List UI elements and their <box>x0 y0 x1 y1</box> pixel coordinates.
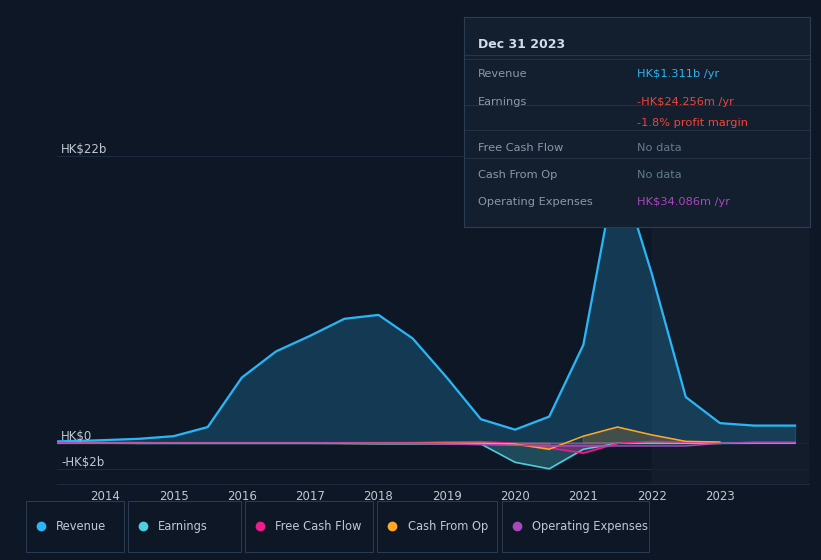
Text: Earnings: Earnings <box>478 97 527 106</box>
Text: HK$34.086m /yr: HK$34.086m /yr <box>637 198 730 207</box>
Text: Cash From Op: Cash From Op <box>478 170 557 180</box>
Text: HK$1.311b /yr: HK$1.311b /yr <box>637 69 719 80</box>
Text: Revenue: Revenue <box>57 520 107 533</box>
Text: Revenue: Revenue <box>478 69 527 80</box>
Text: Free Cash Flow: Free Cash Flow <box>275 520 362 533</box>
Text: Cash From Op: Cash From Op <box>407 520 488 533</box>
Text: -HK$2b: -HK$2b <box>61 456 104 469</box>
Text: Free Cash Flow: Free Cash Flow <box>478 143 563 153</box>
Text: Operating Expenses: Operating Expenses <box>532 520 649 533</box>
Text: -HK$24.256m /yr: -HK$24.256m /yr <box>637 97 734 106</box>
Text: Operating Expenses: Operating Expenses <box>478 198 593 207</box>
Text: HK$0: HK$0 <box>61 430 92 442</box>
Bar <box>652 123 809 484</box>
Text: -1.8% profit margin: -1.8% profit margin <box>637 118 748 128</box>
Text: Earnings: Earnings <box>158 520 209 533</box>
Text: No data: No data <box>637 143 681 153</box>
Text: HK$22b: HK$22b <box>61 143 108 156</box>
Text: No data: No data <box>637 170 681 180</box>
Text: Dec 31 2023: Dec 31 2023 <box>478 38 565 51</box>
